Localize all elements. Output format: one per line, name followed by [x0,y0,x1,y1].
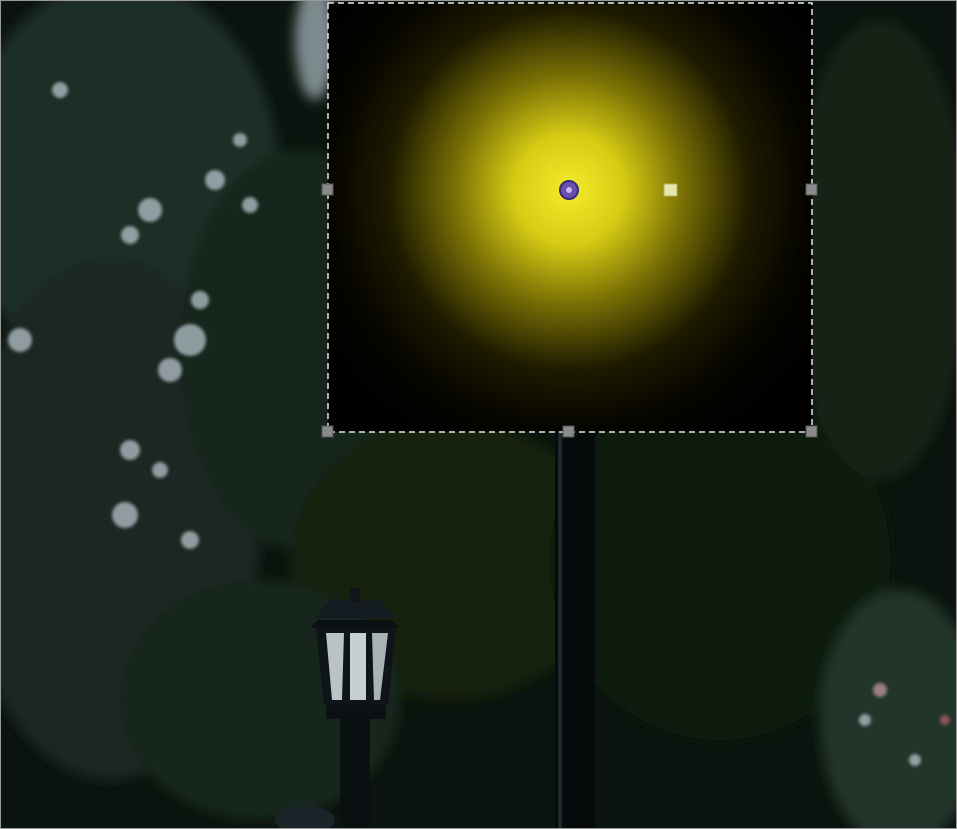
resize-handle[interactable] [805,183,818,196]
gradient-radius-handle[interactable] [663,183,678,197]
flowers [8,82,950,766]
resize-handle[interactable] [805,425,818,438]
gradient-fill [328,3,812,432]
resize-handle[interactable] [562,425,575,438]
gradient-center-dot [566,187,572,193]
street-lamp [275,588,400,829]
resize-handle[interactable] [321,425,334,438]
resize-handle[interactable] [321,183,334,196]
pole-highlight [558,430,562,829]
